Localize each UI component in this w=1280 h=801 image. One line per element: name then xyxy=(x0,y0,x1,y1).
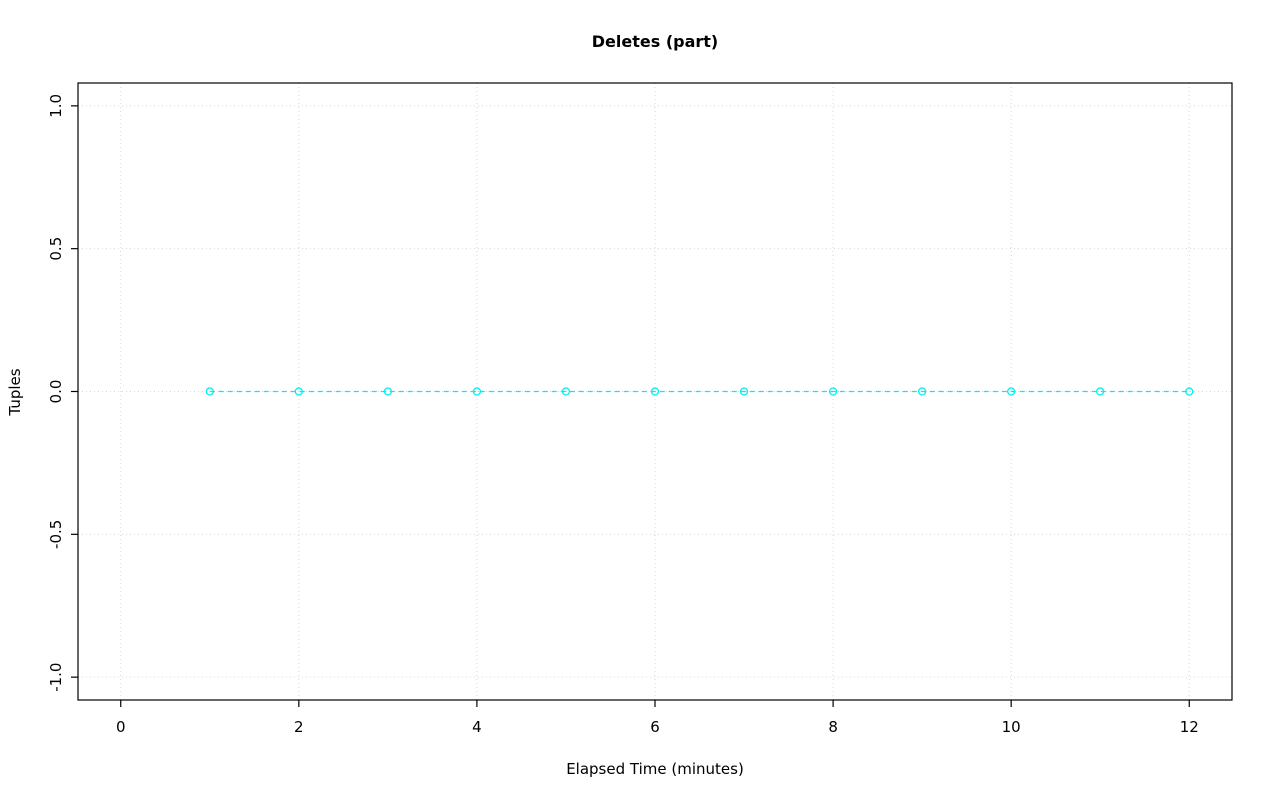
data-point xyxy=(1185,387,1194,396)
x-tick-label: 8 xyxy=(828,718,838,736)
data-point xyxy=(205,387,214,396)
y-tick-label: 1.0 xyxy=(47,94,65,118)
y-tick-label: 0.5 xyxy=(47,237,65,261)
data-point xyxy=(383,387,393,396)
data-point xyxy=(561,387,571,396)
data-point xyxy=(650,387,660,396)
x-tick-label: 2 xyxy=(294,718,304,736)
y-tick-label: -1.0 xyxy=(47,663,65,692)
data-point xyxy=(472,387,482,396)
y-tick-label: -0.5 xyxy=(47,520,65,549)
x-tick-label: 10 xyxy=(1002,718,1021,736)
x-tick-label: 6 xyxy=(650,718,660,736)
x-axis-label: Elapsed Time (minutes) xyxy=(566,760,744,778)
data-point xyxy=(1096,387,1105,396)
data-point xyxy=(1007,387,1016,396)
x-tick-label: 4 xyxy=(472,718,482,736)
data-point xyxy=(294,387,303,396)
data-point xyxy=(917,387,927,396)
x-tick-label: 12 xyxy=(1180,718,1199,736)
chart-title: Deletes (part) xyxy=(591,32,719,51)
x-tick-label: 0 xyxy=(116,718,126,736)
data-point xyxy=(828,387,838,396)
data-point xyxy=(739,387,749,396)
y-tick-label: 0.0 xyxy=(47,380,65,404)
